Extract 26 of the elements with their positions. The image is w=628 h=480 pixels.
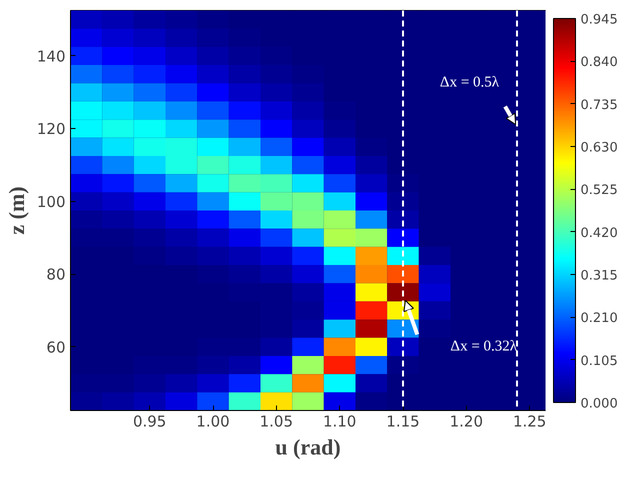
annotation: Δx = 0.5λ [440,74,500,90]
x-tick-label: 1.25 [512,412,546,430]
y-tick-label: 120 [36,120,66,138]
color-bar-label: 0.105 [580,354,618,369]
y-axis-title: z (m) [4,186,29,235]
x-tick-label: 1.05 [260,412,294,430]
x-tick-label: 1.00 [196,412,230,430]
y-tick-label: 100 [36,192,66,211]
annotation: Δx = 0.32λ [450,338,518,354]
x-tick-label: 1.20 [450,412,484,430]
color-bar-label: 0.945 [580,12,618,28]
y-tick-label: 80 [46,266,66,284]
x-tick-label: 1.15 [386,412,420,430]
color-bar-label: 0.315 [580,268,618,284]
y-tick-label: 140 [36,47,66,66]
color-bar-label: 0.000 [580,396,618,412]
color-bar-label: 0.420 [580,226,618,241]
y-tick-label: 60 [46,338,66,356]
x-tick-label: 0.95 [132,412,166,430]
color-bar-label: 0.210 [580,311,618,326]
color-bar-label: 0.630 [580,140,618,156]
x-axis-title: u (rad) [275,434,341,460]
color-bar-label: 0.840 [580,55,618,70]
x-tick-label: 1.10 [322,412,356,430]
color-bar-label: 0.525 [580,183,618,198]
color-bar-label: 0.735 [580,98,618,113]
